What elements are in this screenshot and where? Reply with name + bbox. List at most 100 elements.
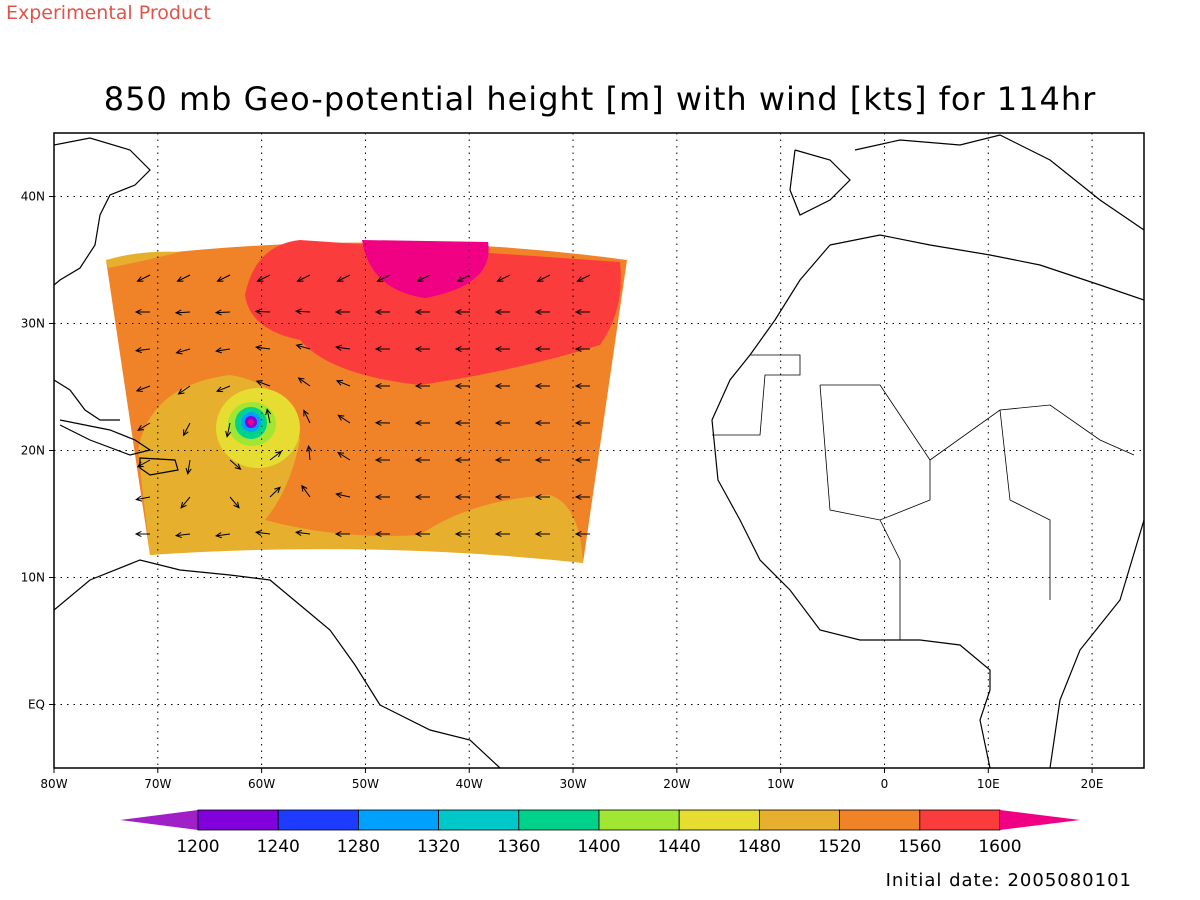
- lon-tick-label: 10W: [767, 777, 794, 791]
- wind-arrow: [416, 274, 431, 282]
- colorbar-label: 1560: [898, 837, 941, 857]
- wind-arrow: [456, 274, 471, 282]
- wind-arrow: [254, 308, 271, 315]
- wind-arrow: [454, 382, 470, 390]
- contour-1600: [362, 240, 489, 298]
- plot-area: [54, 133, 1144, 768]
- wind-arrow: [414, 419, 430, 427]
- colorbar-segment: [919, 809, 1001, 831]
- wind-arrow: [534, 493, 550, 501]
- wind-arrow: [215, 385, 231, 393]
- wind-arrow: [135, 495, 151, 502]
- wind-arrow: [174, 309, 191, 316]
- wind-arrow: [574, 345, 590, 353]
- wind-arrow: [574, 456, 590, 464]
- africa-borders: [712, 354, 1135, 640]
- lat-tick-label: 10N: [21, 571, 45, 585]
- lon-tick-label: 20E: [1081, 777, 1104, 791]
- wind-arrow: [174, 531, 191, 539]
- colorbar-label: 1280: [337, 837, 380, 857]
- wind-arrow: [454, 456, 470, 464]
- wind-arrow: [301, 484, 311, 498]
- wind-arrow: [135, 385, 151, 392]
- wind-arrow: [454, 530, 470, 538]
- wind-arrow: [494, 308, 510, 316]
- latitude-ticks: EQ 10N 20N 30N 40N: [21, 190, 54, 712]
- colorbar-segment: [357, 809, 439, 831]
- wind-arrow: [256, 274, 271, 282]
- wind-arrow: [297, 377, 311, 387]
- wind-arrow: [376, 274, 391, 282]
- lat-tick-label: 40N: [21, 190, 45, 204]
- wind-arrow: [454, 308, 470, 316]
- wind-arrow: [255, 380, 271, 387]
- wind-arrow: [229, 496, 240, 509]
- wind-vectors: [134, 274, 591, 539]
- lon-tick-label: 70W: [144, 777, 171, 791]
- wind-arrow: [182, 422, 191, 437]
- wind-arrow: [269, 486, 281, 498]
- wind-arrow: [574, 419, 590, 427]
- colorbar-segment: [678, 809, 760, 831]
- wind-arrow: [175, 348, 191, 355]
- wind-arrow: [414, 456, 430, 464]
- colorbar-label: 1440: [658, 837, 701, 857]
- wind-arrow: [136, 459, 151, 468]
- wind-arrow: [494, 456, 510, 464]
- wind-arrow: [534, 456, 550, 464]
- wind-arrow: [177, 385, 191, 395]
- initial-date: Initial date: 2005080101: [885, 870, 1132, 891]
- wind-arrow: [574, 382, 590, 390]
- wind-arrow: [225, 422, 232, 438]
- colorbar-segment: [598, 809, 680, 831]
- wind-arrow: [414, 493, 430, 501]
- lon-tick-label: 0: [881, 777, 889, 791]
- colorbar-segment: [277, 809, 359, 831]
- wind-arrow: [494, 382, 510, 390]
- wind-arrow: [265, 408, 272, 424]
- wind-arrow: [337, 414, 351, 424]
- lat-tick-label: 20N: [21, 444, 45, 458]
- wind-arrow: [374, 530, 390, 538]
- wind-arrow: [496, 274, 511, 282]
- wind-arrow: [294, 308, 311, 315]
- lon-tick-label: 80W: [40, 777, 67, 791]
- height-field: [106, 240, 627, 563]
- wind-arrow: [534, 345, 550, 353]
- cuba-coast: [59, 419, 152, 456]
- wind-arrow: [306, 444, 313, 461]
- wind-arrow: [536, 274, 551, 282]
- colorbar-label: 1320: [417, 837, 460, 857]
- colorbar-label: 1600: [978, 837, 1021, 857]
- lon-tick-label: 60W: [248, 777, 275, 791]
- wind-arrow: [374, 493, 390, 501]
- wind-arrow: [254, 529, 271, 536]
- wind-arrow: [254, 344, 271, 351]
- wind-arrow: [334, 344, 351, 351]
- colorbar-segment: [518, 809, 600, 831]
- colorbar-label: 1520: [818, 837, 861, 857]
- wind-arrow: [574, 308, 590, 316]
- colorbar-left-arrow: [120, 810, 198, 830]
- wind-arrow: [134, 308, 150, 316]
- wind-arrow: [534, 530, 550, 538]
- wind-arrow: [454, 419, 470, 427]
- lon-tick-label: 50W: [352, 777, 379, 791]
- longitude-ticks: 80W 70W 60W 50W 40W 30W 20W 10W 0 10E 20E: [40, 768, 1104, 791]
- wind-arrow: [214, 309, 231, 316]
- wind-arrow: [414, 530, 430, 538]
- wind-arrow: [534, 382, 550, 390]
- europe-coast: [789, 134, 1144, 231]
- colorbar: 1200 1240 1280 1320 1360 1400 1440 1480 1520 1560…: [120, 809, 1080, 857]
- wind-arrow: [374, 345, 390, 353]
- lat-tick-label: EQ: [28, 698, 45, 712]
- wind-arrow: [494, 345, 510, 353]
- wind-arrow: [335, 379, 351, 387]
- wind-arrow: [337, 452, 351, 461]
- wind-arrow: [136, 274, 151, 282]
- wind-arrow: [294, 529, 311, 536]
- colorbar-segment: [438, 809, 520, 831]
- south-america-coast: [54, 559, 501, 768]
- colorbar-right-arrow: [1000, 810, 1080, 830]
